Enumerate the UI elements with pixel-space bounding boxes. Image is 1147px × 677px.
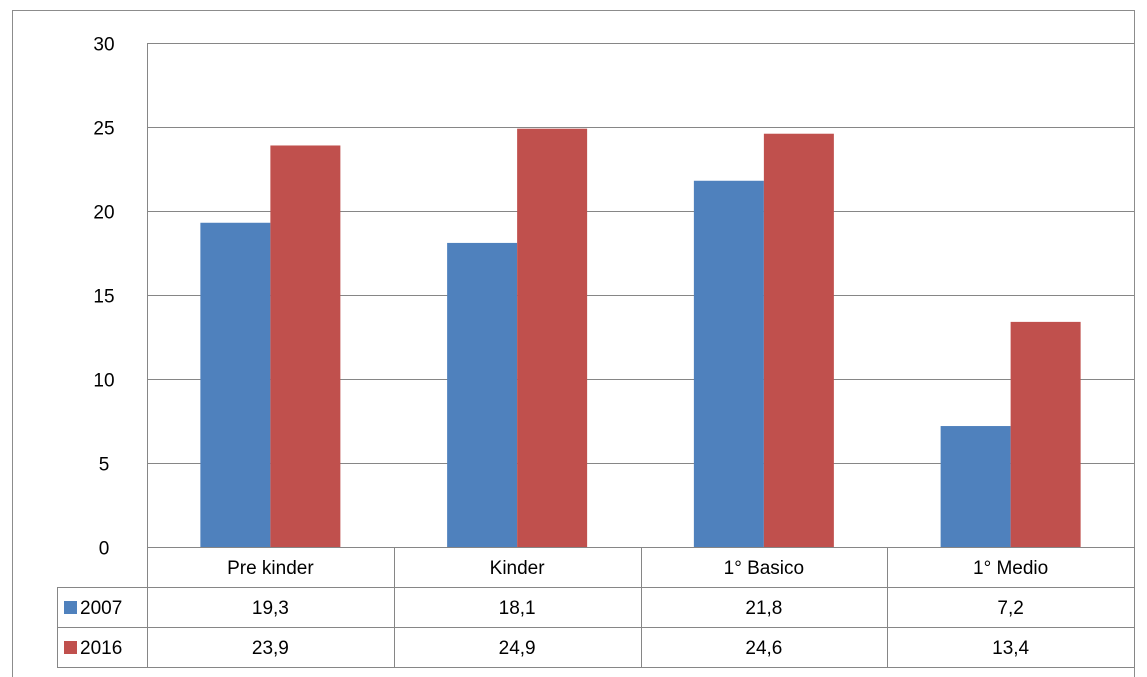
data-table: Pre kinder Kinder 1° Basico 1° Medio 2007 19,… — [57, 547, 1135, 668]
y-tick-label: 5 — [99, 455, 110, 476]
y-tick-label: 15 — [93, 287, 114, 308]
data-label: 21,8 — [745, 598, 782, 619]
x-tick-label: 1° Basico — [724, 558, 804, 579]
y-tick-label: 0 — [99, 539, 110, 560]
data-label: 18,1 — [499, 598, 536, 619]
bar-2007 — [693, 180, 764, 547]
bar-2007 — [940, 426, 1011, 547]
bar-2016 — [270, 145, 341, 548]
legend-label: 2007 — [80, 598, 122, 619]
data-label: 24,9 — [499, 638, 536, 659]
y-axis-ticks: 0 5 10 15 20 25 30 — [93, 35, 114, 560]
bar-2016 — [517, 128, 588, 547]
legend-key-2016 — [64, 641, 77, 654]
bars — [200, 128, 1081, 548]
data-label: 23,9 — [252, 638, 289, 659]
bar-2016 — [763, 133, 834, 547]
data-label: 13,4 — [992, 638, 1029, 659]
x-tick-label: 1° Medio — [973, 558, 1048, 579]
legend-key-2007 — [64, 601, 77, 614]
y-tick-label: 10 — [93, 371, 114, 392]
bar-2007 — [447, 242, 518, 548]
x-tick-label: Pre kinder — [227, 558, 314, 579]
bar-2007 — [200, 222, 271, 547]
axes — [147, 43, 1134, 548]
data-label: 24,6 — [745, 638, 782, 659]
y-tick-label: 20 — [93, 203, 114, 224]
y-tick-label: 25 — [93, 119, 114, 140]
y-tick-label: 30 — [93, 35, 114, 56]
bar-2016 — [1010, 321, 1081, 547]
data-label: 7,2 — [997, 598, 1023, 619]
x-tick-label: Kinder — [490, 558, 546, 579]
data-label: 19,3 — [252, 598, 289, 619]
legend-label: 2016 — [80, 638, 122, 659]
